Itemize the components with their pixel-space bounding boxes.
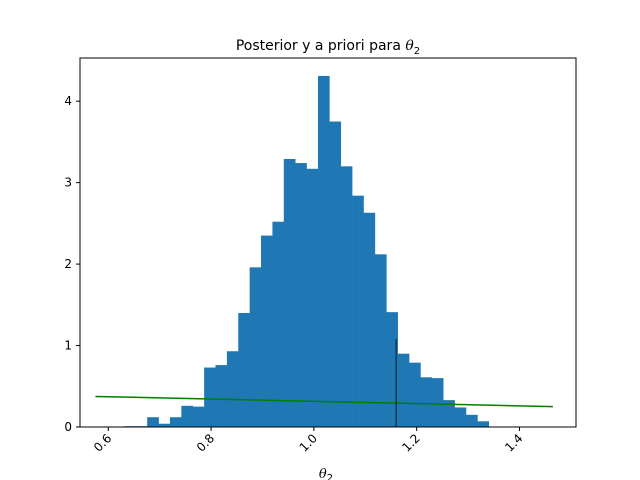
x-axis-ticks: 0.6 0.8 1.0 1.2 1.4 [91, 427, 526, 455]
y-tick-label: 2 [64, 257, 72, 271]
chart-title-symbol: θ [405, 38, 414, 54]
histogram-bar [158, 423, 171, 427]
chart-title: Posterior y a priori para θ2 [236, 38, 420, 57]
x-axis-label-subscript: 2 [327, 473, 333, 480]
histogram-bar [409, 362, 421, 427]
histogram-bar [306, 168, 319, 427]
histogram-bar [204, 367, 216, 427]
overlay-lines [95, 339, 553, 427]
histogram-bars [124, 75, 490, 427]
histogram-bar [454, 407, 467, 427]
y-tick-label: 0 [64, 420, 72, 434]
histogram-bar [374, 254, 387, 427]
histogram-bar [283, 159, 296, 427]
histogram-bar [397, 353, 410, 427]
histogram-bar [295, 163, 307, 427]
x-tick-label: 1.0 [297, 431, 320, 454]
x-axis-label-symbol: θ [319, 467, 327, 480]
histogram-bar [147, 417, 159, 427]
histogram-bar [420, 377, 433, 427]
histogram-bar [477, 421, 490, 427]
x-tick-label: 0.6 [91, 431, 114, 454]
y-tick-label: 1 [64, 339, 72, 353]
x-tick-label: 0.8 [194, 431, 217, 454]
histogram-bar [443, 400, 455, 427]
x-tick-label: 1.2 [399, 431, 422, 454]
histogram-bar [329, 121, 342, 427]
histogram-bar [340, 166, 353, 427]
histogram-bar [386, 312, 398, 427]
x-axis-label: θ2 [319, 467, 333, 480]
histogram-bar [352, 195, 364, 427]
histogram-bar [465, 414, 478, 427]
histogram-bar [363, 212, 376, 427]
histogram-bar [261, 235, 273, 427]
histogram-bar [249, 267, 262, 427]
prior-line [95, 395, 553, 408]
histogram-bar [317, 75, 330, 427]
histogram-bar [431, 378, 444, 427]
y-axis-ticks: 0 1 2 3 4 [64, 94, 80, 434]
histogram-bar [238, 312, 250, 427]
histogram-bar [272, 221, 285, 427]
plot-frame [79, 57, 577, 428]
histogram-bar [226, 351, 239, 427]
histogram-bar [181, 405, 194, 427]
y-tick-label: 4 [64, 94, 72, 108]
x-tick-label: 1.4 [502, 431, 525, 454]
histogram-bar [169, 417, 182, 427]
y-tick-label: 3 [64, 176, 72, 190]
chart-title-text: Posterior y a priori para [236, 38, 401, 54]
chart-title-subscript: 2 [414, 46, 420, 57]
histogram-bar [215, 365, 228, 427]
histogram-bar [192, 406, 205, 427]
